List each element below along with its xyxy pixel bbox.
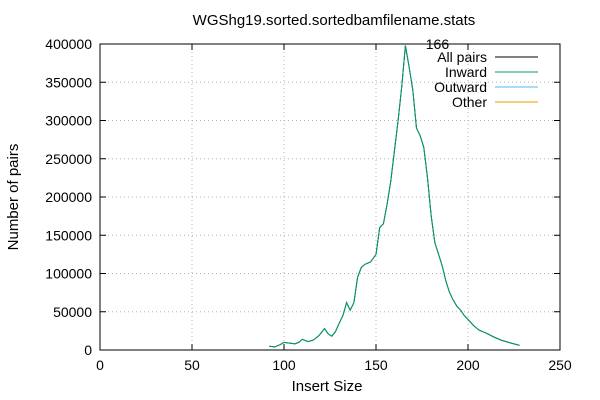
legend-label-all-pairs: All pairs [437,49,487,65]
y-tick-label: 250000 [45,151,92,167]
axis-ticks: 0 50 100 150 200 250 0 50000 100000 150000 200000 2… [45,36,572,373]
grid [100,44,560,350]
legend-label-inward: Inward [445,64,487,80]
x-tick-label: 150 [364,357,388,373]
y-tick-label: 50000 [53,304,92,320]
x-axis-label: Insert Size [292,378,363,395]
legend-label-outward: Outward [434,79,487,95]
plot-lines [269,45,520,348]
peak-annotation: 166 [426,36,450,52]
x-tick-label: 100 [272,357,296,373]
chart-title: WGShg19.sorted.sortedbamfilename.stats [193,12,476,29]
x-tick-label: 0 [96,357,104,373]
y-tick-label: 0 [84,342,92,358]
y-tick-label: 300000 [45,113,92,129]
y-tick-label: 400000 [45,36,92,52]
y-tick-label: 150000 [45,227,92,243]
x-tick-label: 200 [456,357,480,373]
y-tick-label: 200000 [45,189,92,205]
series-line-inward [269,45,520,348]
y-tick-label: 350000 [45,74,92,90]
y-axis-label: Number of pairs [5,144,22,251]
x-tick-label: 50 [184,357,200,373]
x-tick-label: 250 [548,357,572,373]
legend-label-other: Other [452,94,487,110]
y-tick-label: 100000 [45,266,92,282]
annotations: 166 [426,36,450,52]
